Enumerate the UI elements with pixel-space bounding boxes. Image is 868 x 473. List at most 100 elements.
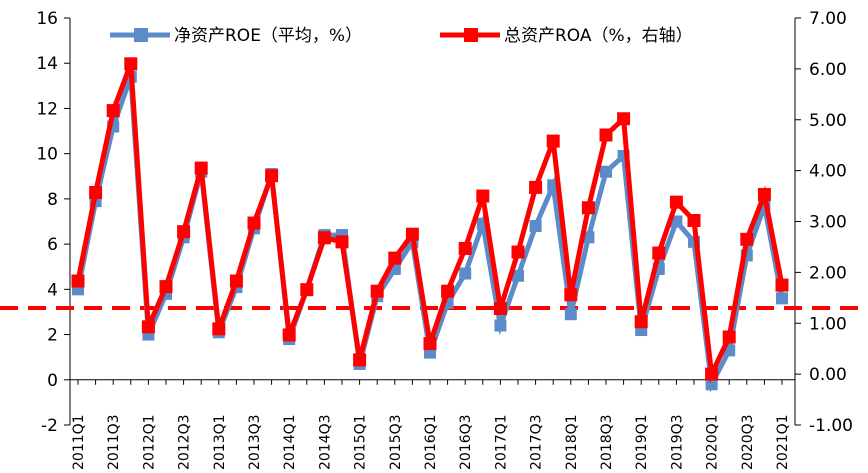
legend-item-roe: 净资产ROE（平均，%） [110, 26, 362, 46]
right-tick-label: 2.00 [809, 263, 847, 283]
left-tick-label: 0 [47, 371, 58, 391]
legend-label: 净资产ROE（平均，%） [174, 26, 362, 46]
x-tick-label: 2012Q1 [141, 414, 157, 470]
data-point [670, 215, 683, 228]
x-tick-label: 2011Q1 [71, 414, 87, 470]
data-point [141, 320, 155, 334]
left-tick-label: 4 [47, 280, 58, 300]
data-point [529, 180, 543, 194]
x-tick-label: 2014Q1 [282, 414, 298, 470]
x-tick-label: 2017Q1 [493, 414, 509, 470]
legend-label: 总资产ROA（%，右轴） [504, 26, 693, 46]
x-tick-label: 2012Q3 [177, 414, 193, 470]
data-point [282, 328, 296, 342]
x-tick-label: 2013Q3 [247, 414, 263, 470]
x-tick-label: 2020Q1 [705, 414, 721, 470]
legend-item-roa: 总资产ROA（%，右轴） [440, 26, 693, 46]
data-point [89, 186, 103, 200]
data-point [423, 337, 437, 351]
data-point [107, 120, 120, 133]
data-point [705, 378, 718, 391]
data-point [669, 195, 683, 209]
roa-series [71, 57, 789, 384]
data-point [652, 246, 666, 260]
left-tick-label: 14 [36, 54, 58, 74]
left-tick-label: 6 [47, 235, 58, 255]
data-point [600, 165, 612, 178]
data-point [370, 284, 384, 298]
data-point [529, 220, 542, 233]
data-point [265, 169, 279, 183]
data-point [247, 216, 261, 230]
data-point [617, 112, 631, 126]
x-tick-label: 2014Q3 [317, 414, 333, 470]
data-point [581, 201, 595, 215]
left-tick-label: 2 [47, 326, 58, 346]
x-tick-label: 2015Q3 [388, 414, 404, 470]
left-tick-label: 16 [36, 9, 58, 29]
data-point [194, 161, 208, 175]
left-tick-label: 10 [36, 145, 58, 165]
legend: 净资产ROE（平均，%） 总资产ROA（%，右轴） [110, 26, 693, 46]
x-tick-label: 2018Q1 [564, 414, 580, 470]
x-tick-label: 2013Q1 [212, 414, 228, 470]
left-tick-label: 8 [47, 190, 58, 210]
data-point [317, 231, 331, 245]
data-point [512, 269, 524, 282]
data-point [124, 57, 138, 71]
data-point [177, 225, 191, 239]
left-tick-label: -2 [41, 416, 58, 436]
axes: -2 0 2 4 6 8 10 12 14 16 -1.00 0.00 1.00 2.00 3.00 4.00… [36, 9, 853, 470]
data-point [599, 128, 613, 142]
x-tick-label: 2011Q3 [106, 414, 122, 470]
data-point [511, 245, 525, 259]
data-point [776, 292, 788, 305]
data-point [757, 188, 771, 202]
data-point [71, 274, 85, 288]
x-tick-label: 2016Q3 [458, 414, 474, 470]
data-point [546, 134, 560, 148]
right-tick-label: 1.00 [809, 314, 847, 334]
data-point [634, 315, 648, 329]
data-point [705, 367, 719, 381]
data-point [353, 353, 367, 367]
series-layer [71, 57, 789, 393]
left-tick-label: 12 [36, 99, 58, 119]
data-point [441, 284, 455, 298]
data-point [229, 274, 243, 288]
data-point [494, 319, 507, 332]
data-point [458, 241, 472, 255]
legend-marker [464, 28, 478, 42]
x-tick-label: 2017Q3 [529, 414, 545, 470]
data-point [459, 267, 472, 280]
right-tick-label: 3.00 [809, 213, 847, 233]
right-tick-label: -1.00 [809, 416, 853, 436]
x-tick-label: 2020Q3 [740, 414, 756, 470]
data-point [740, 232, 754, 246]
data-point [405, 227, 419, 241]
right-tick-label: 0.00 [809, 365, 847, 385]
data-point [564, 288, 578, 302]
data-point [335, 235, 349, 249]
data-point [476, 189, 490, 203]
right-tick-label: 5.00 [809, 111, 847, 131]
right-tick-label: 4.00 [809, 162, 847, 182]
x-tick-label: 2021Q1 [775, 414, 791, 470]
data-point [106, 104, 120, 118]
legend-marker [134, 28, 148, 42]
data-point [687, 213, 701, 227]
x-tick-label: 2018Q3 [599, 414, 615, 470]
data-point [159, 280, 173, 294]
x-tick-label: 2019Q3 [669, 414, 685, 470]
x-tick-label: 2016Q1 [423, 414, 439, 470]
right-tick-label: 6.00 [809, 60, 847, 80]
data-point [722, 330, 736, 344]
right-tick-label: 7.00 [809, 9, 847, 29]
data-point [564, 308, 577, 321]
data-point [493, 301, 507, 315]
x-tick-label: 2019Q1 [634, 414, 650, 470]
data-point [212, 322, 226, 336]
data-point [775, 278, 789, 292]
data-point [300, 283, 314, 297]
